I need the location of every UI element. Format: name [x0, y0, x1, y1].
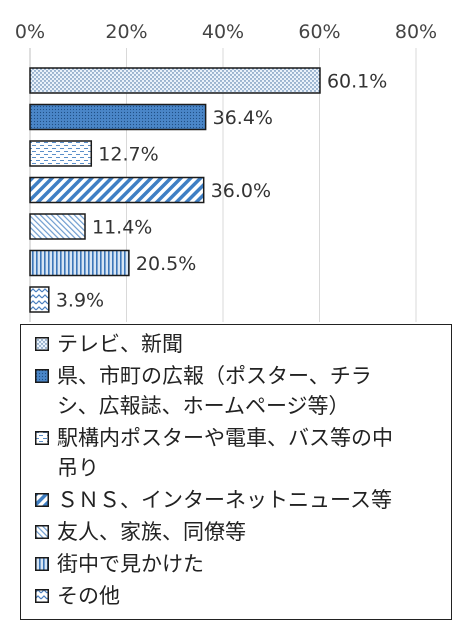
data-labels: 60.1% 36.4% 12.7% 36.0% 11.4% 20.5% 3.9% — [56, 71, 388, 312]
legend-label-line: 県、市町の広報（ポスター、チラ — [57, 364, 372, 388]
legend-swatch — [35, 525, 49, 539]
legend-item: ＳＮＳ、インターネットニュース等 — [35, 485, 445, 515]
bar — [29, 286, 50, 313]
legend-label-line: 駅構内ポスターや電車、バス等の中 — [57, 426, 393, 450]
x-tick-label: 80% — [395, 21, 437, 43]
legend-label-line: テレビ、新聞 — [57, 332, 183, 356]
data-label: 36.4% — [213, 107, 273, 129]
legend-label-line: 友人、家族、同僚等 — [57, 520, 246, 544]
x-tick-label: 60% — [298, 21, 340, 43]
legend-item: その他 — [35, 581, 445, 611]
data-label: 36.0% — [211, 180, 271, 202]
legend-label: ＳＮＳ、インターネットニュース等 — [35, 485, 445, 515]
legend-swatch — [35, 589, 49, 603]
legend-label: 友人、家族、同僚等 — [35, 517, 445, 547]
legend-item: 県、市町の広報（ポスター、チラ シ、広報誌、ホームページ等） — [35, 361, 445, 421]
bar — [29, 140, 93, 167]
legend-label-line: 街中で見かけた — [57, 552, 204, 576]
legend-label: 県、市町の広報（ポスター、チラ シ、広報誌、ホームページ等） — [35, 361, 445, 421]
bar — [29, 213, 86, 240]
x-axis-ticks: 0% 20% 40% 60% 80% — [15, 21, 437, 43]
data-label: 20.5% — [136, 253, 196, 275]
x-tick-label: 0% — [15, 21, 45, 43]
legend-label: その他 — [35, 581, 445, 611]
bars — [29, 67, 321, 313]
legend-swatch — [35, 369, 49, 383]
legend-item: 駅構内ポスターや電車、バス等の中 吊り — [35, 423, 445, 483]
x-tick-label: 20% — [105, 21, 147, 43]
legend-label-line: シ、広報誌、ホームページ等） — [57, 394, 350, 418]
bar — [29, 176, 205, 204]
legend-label: テレビ、新聞 — [35, 329, 445, 359]
x-tick-label: 40% — [202, 21, 244, 43]
legend-item: 友人、家族、同僚等 — [35, 517, 445, 547]
legend-swatch — [35, 493, 49, 507]
legend-label-line: ＳＮＳ、インターネットニュース等 — [57, 488, 392, 512]
legend-label-line: その他 — [57, 584, 120, 608]
legend-label-line: 吊り — [57, 456, 99, 480]
bar — [29, 249, 130, 277]
legend-swatch — [35, 557, 49, 571]
legend-label: 街中で見かけた — [35, 549, 445, 579]
legend-item: 街中で見かけた — [35, 549, 445, 579]
legend-label: 駅構内ポスターや電車、バス等の中 吊り — [35, 423, 445, 483]
legend-swatch — [35, 431, 49, 445]
legend-item: テレビ、新聞 — [35, 329, 445, 359]
bar — [29, 103, 207, 131]
data-label: 3.9% — [56, 290, 104, 312]
data-label: 12.7% — [98, 144, 158, 166]
data-label: 60.1% — [327, 71, 387, 93]
data-label: 11.4% — [92, 217, 152, 239]
bar — [29, 67, 321, 94]
legend: テレビ、新聞 県、市町の広報（ポスター、チラ シ、広報誌、ホームページ等） 駅構内ポス… — [20, 324, 452, 620]
legend-swatch — [35, 337, 49, 351]
